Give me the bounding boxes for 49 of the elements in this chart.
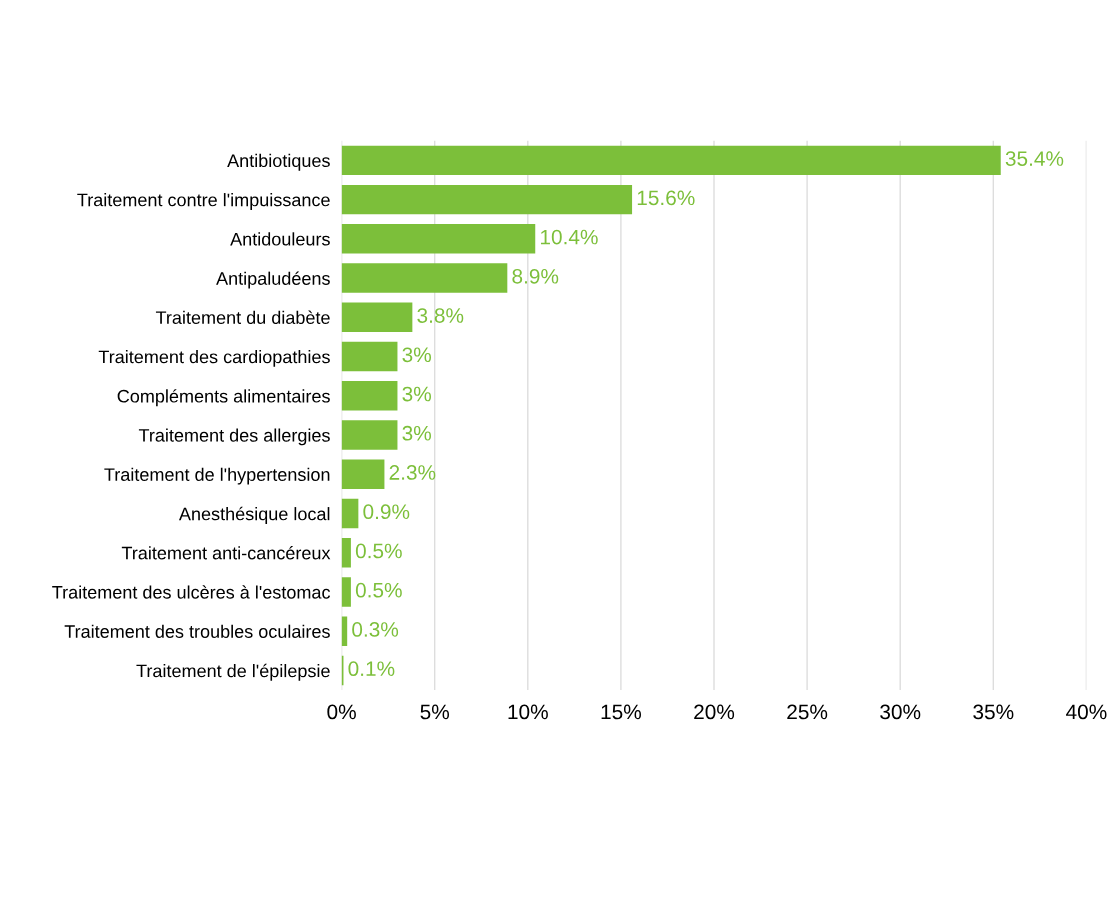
data-label: 3% [402,386,431,402]
data-label: 0.5% [355,582,402,598]
x-tick-label: 10% [508,704,548,720]
y-tick-label: Traitement des ulcères à l'estomac [52,585,331,599]
x-tick-label: 35% [973,704,1014,720]
data-label: 3% [402,347,431,363]
y-tick-label: Traitement contre l'impuissance [77,193,330,210]
y-tick-label: Traitement des allergies [138,428,330,446]
x-tick-label: 15% [601,704,642,720]
data-label: 0.5% [355,543,402,559]
bar [341,420,398,450]
data-label: 3% [402,425,431,441]
y-tick-label: Traitement des troubles oculaires [64,624,330,638]
data-label: 3.8% [417,308,464,323]
bar [341,577,351,607]
bar [341,538,351,568]
data-label: 0.1% [348,661,395,677]
x-tick-label: 20% [694,704,735,720]
y-tick-label: Traitement des cardiopathies [98,350,330,367]
bar [341,459,385,489]
bar [341,224,536,254]
bar [341,145,1001,176]
data-label: 15.6% [637,190,695,206]
x-tick-label: 5% [420,704,450,720]
x-tick-label: 40% [1066,704,1107,720]
bar [341,498,359,529]
y-tick-label: Antidouleurs [230,232,330,246]
x-tick-label: 25% [787,704,828,720]
y-tick-label: Compléments alimentaires [117,389,330,407]
x-tick-label: 0% [327,704,356,720]
y-tick-label: Traitement du diabète [155,310,330,325]
bar [341,263,508,293]
data-label: 2.3% [389,465,436,480]
y-tick-label: Antibiotiques [227,153,330,171]
data-label: 0.9% [363,504,410,520]
bar [341,184,633,215]
y-tick-label: Traitement de l'épilepsie [136,663,330,681]
data-label: 35.4% [1005,151,1064,166]
y-tick-label: Traitement anti-cancéreux [121,545,331,560]
data-label: 8.9% [512,268,559,284]
y-tick-label: Antipaludéens [216,271,330,289]
y-tick-label: Traitement de l'hypertension [104,467,330,485]
y-tick-label: Anesthésique local [178,506,330,524]
bar [341,302,413,333]
data-label: 0.3% [352,622,399,637]
bar [341,341,398,372]
x-tick-label: 30% [880,704,921,720]
data-label: 10.4% [541,229,598,245]
bar [341,381,398,411]
